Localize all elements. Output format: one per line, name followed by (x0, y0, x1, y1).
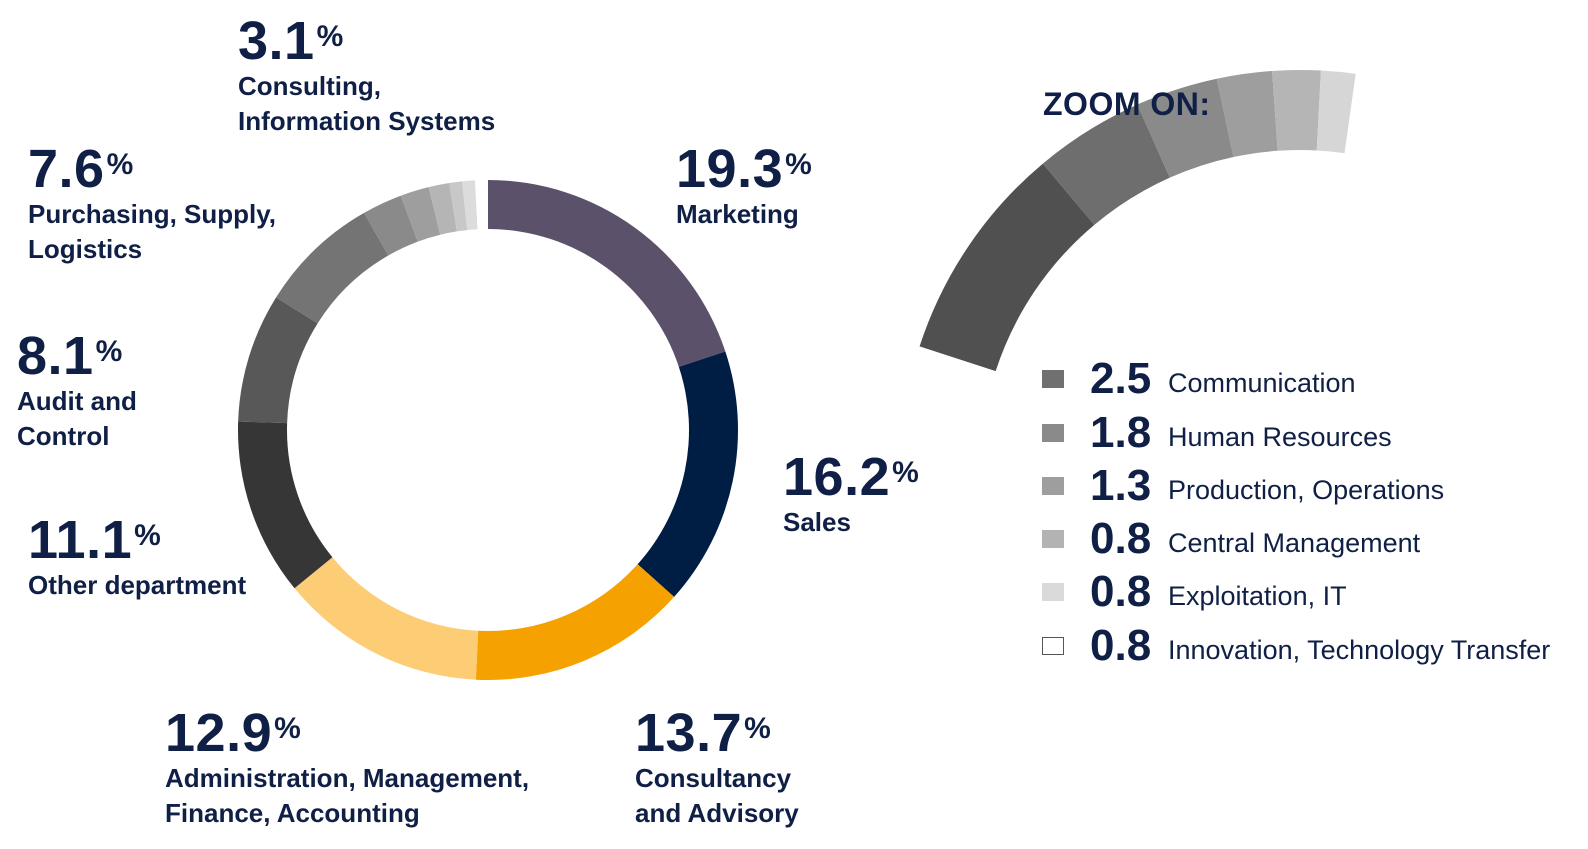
zoom-arc-segment (1042, 104, 1170, 225)
zoom-legend-item: 0.8 Exploitation, IT (1042, 567, 1347, 617)
legend-name: Communication (1168, 367, 1356, 398)
zoom-legend-item: 0.8 Innovation, Technology Transfer (1042, 621, 1550, 671)
zoom-legend-item: 1.8 Human Resources (1042, 408, 1392, 458)
donut-segment-purchasing-supply-logistics (276, 212, 389, 324)
legend-swatch (1042, 530, 1064, 548)
legend-swatch (1042, 583, 1064, 601)
legend-name: Human Resources (1168, 421, 1392, 452)
donut-segment-audit-and-control (238, 297, 318, 424)
label-other-department-name: Other department (28, 570, 247, 600)
legend-value: 1.3 (1090, 461, 1152, 510)
zoom-arc-segment (919, 163, 1095, 372)
label-audit-value: 8.1% (17, 326, 123, 386)
legend-swatch (1042, 370, 1064, 388)
donut-segment-central-management (449, 181, 468, 232)
label-purchasing-name-2: Logistics (28, 234, 143, 264)
legend-value: 0.8 (1090, 621, 1152, 670)
label-consulting-name-1: Consulting, (238, 71, 381, 101)
label-consulting-name-2: Information Systems (238, 106, 496, 136)
label-audit-name-2: Control (17, 421, 110, 451)
label-administration-value: 12.9% (165, 703, 302, 763)
donut-segment-innovation-technology-transfer (475, 180, 488, 230)
label-administration-name-1: Administration, Management, (165, 763, 530, 793)
label-sales-name: Sales (783, 507, 851, 537)
legend-swatch (1042, 424, 1064, 442)
legend-name: Central Management (1168, 527, 1421, 558)
zoom-arc-segment (1216, 70, 1278, 157)
donut-segment-marketing (488, 180, 726, 367)
donut-segment-exploitation-it (462, 180, 478, 231)
label-consultancy-name-2: and Advisory (635, 798, 799, 828)
legend-value: 0.8 (1090, 514, 1152, 563)
donut-segment-communication (364, 195, 418, 256)
donut-segment-administration-management-finance-accounting (294, 557, 479, 680)
label-consulting: 3.1% Consulting, Information Systems (238, 13, 495, 139)
legend-name: Production, Operations (1168, 474, 1445, 505)
label-marketing-name: Marketing (676, 199, 799, 229)
zoom-arc-segment (1272, 70, 1321, 151)
label-other-department: 11.1% Other department (28, 512, 246, 603)
zoom-title: ZOOM ON: (1043, 86, 1211, 122)
label-purchasing: 7.6% Purchasing, Supply, Logistics (28, 141, 276, 267)
label-consultancy-name-1: Consultancy (635, 763, 792, 793)
zoom-arc-segment (1316, 70, 1356, 154)
label-administration-name-2: Finance, Accounting (165, 798, 420, 828)
label-consultancy-value: 13.7% (635, 703, 772, 763)
label-consulting-value: 3.1% (238, 11, 344, 71)
label-purchasing-value: 7.6% (28, 139, 134, 199)
zoom-legend-item: 0.8 Central Management (1042, 514, 1420, 564)
zoom-legend-item: 1.3 Production, Operations (1042, 461, 1444, 511)
label-other-department-value: 11.1% (28, 510, 162, 570)
legend-value: 2.5 (1090, 354, 1152, 403)
label-consultancy: 13.7% Consultancy and Advisory (635, 705, 799, 831)
legend-name: Exploitation, IT (1168, 580, 1347, 611)
legend-swatch (1042, 477, 1064, 495)
donut-segment-sales (637, 351, 739, 597)
label-marketing-value: 19.3% (676, 139, 813, 199)
label-audit-name-1: Audit and (17, 386, 137, 416)
legend-swatch (1042, 637, 1064, 655)
donut-segment-consultancy-and-advisory (475, 564, 675, 680)
donut-segment-other-department (238, 421, 333, 589)
donut-segment-human-resources (400, 187, 441, 242)
donut-segment-production-operations (428, 183, 457, 235)
label-sales-value: 16.2% (783, 447, 920, 507)
legend-name: Innovation, Technology Transfer (1168, 634, 1551, 665)
label-marketing: 19.3% Marketing (676, 141, 812, 232)
label-sales: 16.2% Sales (783, 449, 919, 540)
legend-value: 0.8 (1090, 567, 1152, 616)
label-purchasing-name-1: Purchasing, Supply, (28, 199, 277, 229)
zoom-arc-segment (1137, 78, 1234, 178)
label-audit: 8.1% Audit and Control (17, 328, 137, 454)
zoom-legend-item: 2.5 Communication (1042, 354, 1356, 404)
label-administration: 12.9% Administration, Management, Financ… (165, 705, 529, 831)
legend-value: 1.8 (1090, 408, 1152, 457)
